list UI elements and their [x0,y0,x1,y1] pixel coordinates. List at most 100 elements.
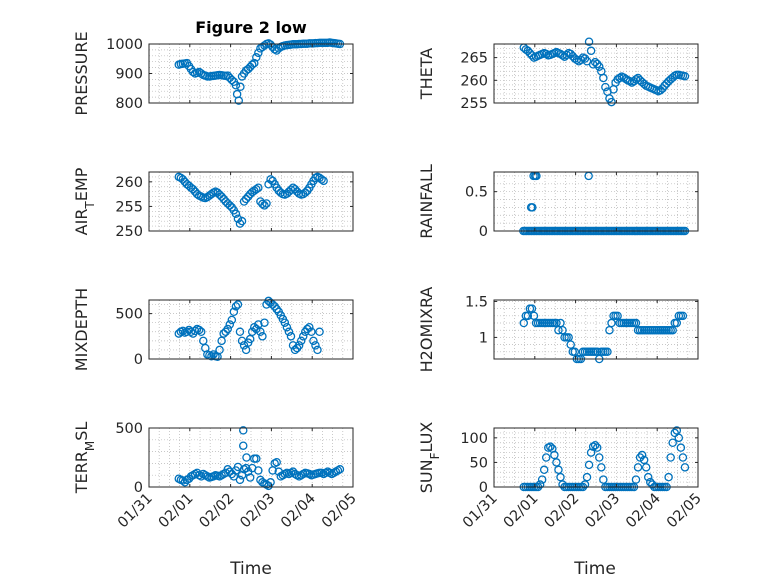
data-point [607,97,616,107]
data-point [674,433,684,443]
data-point [254,183,263,192]
grid [494,428,698,487]
x-axis-label-left: Time [229,559,272,579]
data-point [537,475,547,484]
data-point [586,46,596,56]
data-point [676,443,686,452]
data-point [235,219,245,228]
y-axis-label: THETA [417,48,436,100]
grid [494,172,698,231]
data-point [550,450,559,460]
y-tick-label: 50 [470,455,488,471]
data-point [664,472,673,482]
data-point [231,302,241,311]
data-point [190,326,200,336]
data-point [207,352,216,361]
y-tick-label: 800 [115,96,143,112]
data-point [317,175,326,184]
data-point [282,322,292,332]
y-tick-label: 900 [115,67,143,83]
data-point [252,53,261,62]
data-point [601,82,610,92]
data-point [631,475,641,484]
data-point [231,81,241,90]
panel-h2omixra: 1 1.5 H2OMIXRA [417,287,699,372]
data-point [680,71,690,81]
data-point [592,443,602,452]
data-point [237,216,247,226]
data-point [254,466,263,475]
data-point [178,326,188,336]
panel-pressure: 800 900 1000 PRESSURE [72,31,354,116]
data-point [196,327,206,337]
data-point [603,347,612,357]
y-tick-label: 0.5 [465,185,488,201]
data-point [621,74,631,84]
data-point [239,197,249,206]
data-point [260,318,269,327]
data-point [599,475,608,484]
data-point [528,203,537,212]
data-point [590,440,600,450]
y-axis-label: TERRMSL [72,422,97,495]
data-point [541,453,551,462]
data-point [229,472,239,481]
x-axis-label-right: Time [573,559,616,579]
data-point [541,49,551,59]
data-point [580,480,590,489]
y-tick-label: 0 [134,352,143,368]
data-point [245,473,255,482]
data-point [311,341,320,350]
data-point [294,341,304,350]
data-point [527,51,537,60]
data-point [584,37,594,46]
data-point [335,465,345,474]
data-point [678,453,688,462]
data-point [666,453,675,462]
y-tick-label: 1.5 [465,294,488,310]
data-point [242,453,251,462]
y-axis-label: RAINFALL [417,164,436,239]
data-point [307,327,316,337]
panel-rainfall: 0 0.5 RAINFALL [417,164,699,240]
y-tick-label: 255 [460,96,488,112]
data-point [315,327,324,337]
panel-mixdepth: 0 500 MIXDEPTH [72,288,354,371]
figure-title: Figure 2 low [195,18,307,37]
data-point [576,55,586,65]
data-point [582,472,592,482]
y-tick-label: 0 [134,480,143,496]
data-point [639,455,649,465]
data-point [227,75,237,85]
data-point [556,472,565,482]
data-point [633,463,643,472]
axes-box [148,299,354,360]
data-point [298,332,308,341]
data-point [296,336,306,346]
y-tick-label: 265 [460,51,488,67]
y-tick-label: 260 [115,175,143,191]
data-point [235,327,245,337]
data-point [194,325,204,335]
data-point [260,201,269,210]
data-point [209,350,218,359]
data-point [313,345,322,355]
data-point [672,426,682,435]
data-point [562,50,571,60]
data-point [235,475,245,485]
data-point [254,48,263,58]
y-tick-label: 250 [115,224,143,240]
data-point [678,311,688,321]
data-point [680,463,690,472]
data-point [236,82,245,92]
y-axis-label: SUNFLUX [417,422,442,494]
data-point [247,60,257,69]
data-point [641,463,651,472]
data-point [182,327,192,337]
data-point [597,463,606,472]
y-axis-label: AIRTEMP [72,167,97,235]
data-point [250,58,259,68]
axes-box [493,427,699,488]
data-point [178,476,188,485]
data-point [258,199,267,209]
